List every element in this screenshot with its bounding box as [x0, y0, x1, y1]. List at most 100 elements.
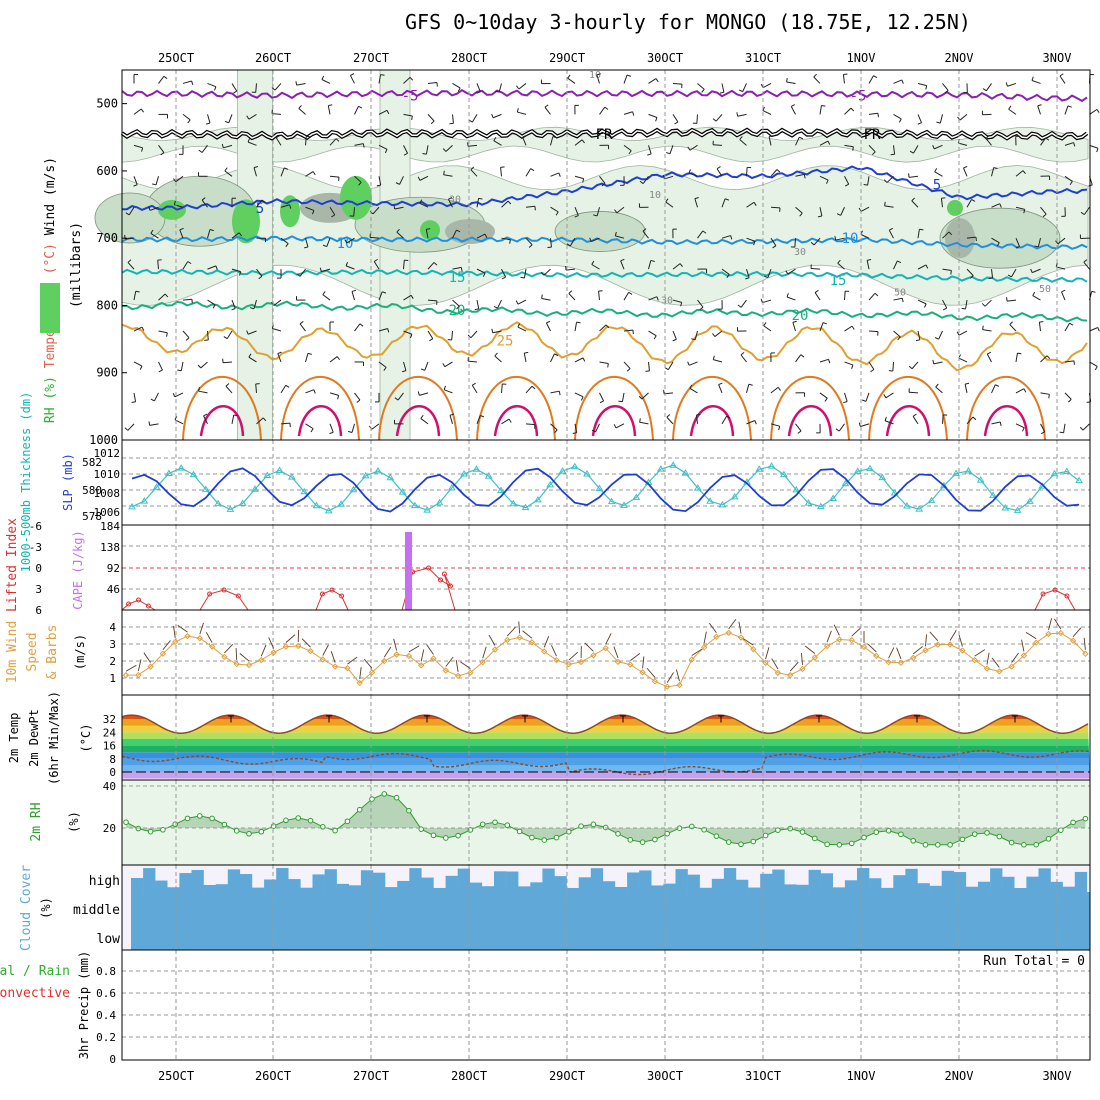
wind-barb — [476, 198, 480, 208]
wind-barb — [345, 265, 355, 270]
wind-barb-flag — [762, 106, 765, 111]
wind-barb — [740, 299, 747, 308]
wind-barb-flag — [1032, 291, 1036, 296]
cloud-high-bar — [191, 870, 204, 892]
wind-speed-marker — [799, 665, 806, 673]
wind-barb-flag — [572, 432, 577, 434]
wind-barb — [1007, 299, 1017, 302]
rh-marker — [762, 832, 769, 839]
wind-barb-flag — [1034, 245, 1039, 248]
wind-barb-flag — [851, 325, 855, 330]
wind-speed-marker — [1008, 663, 1015, 670]
wind-barb — [471, 114, 478, 123]
wind-barb-flag — [834, 236, 837, 241]
cloud-high-bar — [905, 868, 918, 892]
wind-barb — [476, 268, 486, 274]
cloud-ylabel: Cloud Cover — [19, 865, 34, 951]
wind-barb — [591, 264, 600, 270]
rh-fill — [126, 793, 1086, 845]
wind-barb-flag — [655, 117, 658, 122]
thickness-marker — [238, 499, 247, 506]
cloud-high-bar — [990, 868, 1003, 892]
wind-barb — [615, 235, 625, 239]
wind-barb-flag — [591, 429, 596, 433]
wind-barb-flag — [248, 353, 252, 358]
wind-barb — [128, 206, 135, 216]
cloud-high-bar — [602, 881, 616, 892]
wind-barb — [672, 114, 679, 123]
rh2m-panel: 40 20 2m RH (%) — [29, 779, 1091, 866]
thickness-marker — [1050, 469, 1059, 477]
wind-barb-flag — [394, 397, 399, 401]
wind-barb — [403, 294, 412, 301]
wind-barb-flag — [448, 196, 453, 200]
wind-barb-flag — [449, 413, 455, 416]
rh-marker — [184, 815, 191, 822]
wind-speed-marker — [221, 653, 228, 661]
top-date-label: 25OCT — [158, 51, 194, 65]
bottom-date-label: 25OCT — [158, 1069, 194, 1083]
wind-barb-flag — [328, 104, 333, 107]
wind-barb-flag — [934, 168, 938, 173]
wind-barb — [762, 83, 772, 89]
wind-barb — [256, 199, 263, 208]
wind-barb — [911, 361, 919, 370]
wind-barb — [888, 230, 894, 239]
wind-barb — [447, 198, 453, 208]
wind-barb-flag — [912, 413, 917, 417]
wind-speed-marker — [368, 669, 376, 676]
wind-barb-flag — [493, 305, 498, 309]
cloud-high-bar — [772, 869, 785, 892]
wind-barb — [819, 358, 829, 363]
wind-barb — [1008, 108, 1017, 115]
upper-air-panel: -5 -5 FR FR 5 5 10 10 15 15 20 20 25 10 10 30 30 30 50 50 50… — [40, 69, 1100, 447]
wind-barb — [794, 238, 796, 248]
isotherm-15 — [121, 268, 1088, 283]
wind-speed-marker — [540, 648, 548, 655]
wind-barb — [158, 75, 165, 84]
wind-barb — [917, 114, 922, 123]
ylabel-part: RH (%) — [43, 376, 58, 423]
wind-barb-flag — [679, 263, 683, 268]
wind-barb — [1064, 142, 1074, 146]
wind-barb-flag — [177, 369, 182, 372]
wind-barb — [443, 389, 453, 394]
bottom-date-label: 29OCT — [549, 1069, 585, 1083]
rh-marker — [861, 834, 867, 841]
wind-barb-flag — [653, 335, 657, 340]
wind-barb — [1059, 75, 1066, 84]
wind-barb — [280, 422, 291, 425]
wind-speed-marker — [430, 655, 437, 662]
cloud-high-bar — [179, 873, 192, 892]
wind-barb-flag — [540, 271, 545, 276]
cloud-high-bar — [239, 874, 253, 892]
wind-barb — [1040, 206, 1047, 215]
wind-barb-flag — [387, 328, 390, 333]
wind-barb — [248, 356, 257, 363]
wind-barb-flag — [295, 81, 298, 86]
wind-barb — [642, 175, 649, 184]
wind-barb-flag — [687, 361, 690, 366]
wind-barb — [844, 392, 848, 402]
wind-speed-marker — [700, 644, 708, 651]
wind-barb — [354, 106, 359, 115]
wind-barb-flag — [665, 198, 669, 203]
wind-barb-flag — [574, 215, 579, 218]
cloud-high-bar — [385, 887, 398, 892]
thickness-marker — [201, 485, 210, 492]
wind-barb — [351, 291, 355, 301]
thickness-marker — [853, 467, 862, 474]
wind-barb-flag — [417, 176, 421, 181]
rh-marker — [172, 821, 178, 828]
wind-barb-flag — [1037, 104, 1042, 107]
wind-barb-10m — [330, 651, 336, 663]
wind-barb-flag — [1009, 321, 1013, 325]
wind-barb — [476, 83, 481, 92]
wind-barb — [1064, 392, 1072, 400]
wind-barb — [253, 299, 257, 309]
thickness-marker — [816, 502, 825, 510]
wind-barb — [737, 113, 747, 117]
rh-marker — [1008, 839, 1015, 846]
wind-barb — [127, 423, 135, 431]
